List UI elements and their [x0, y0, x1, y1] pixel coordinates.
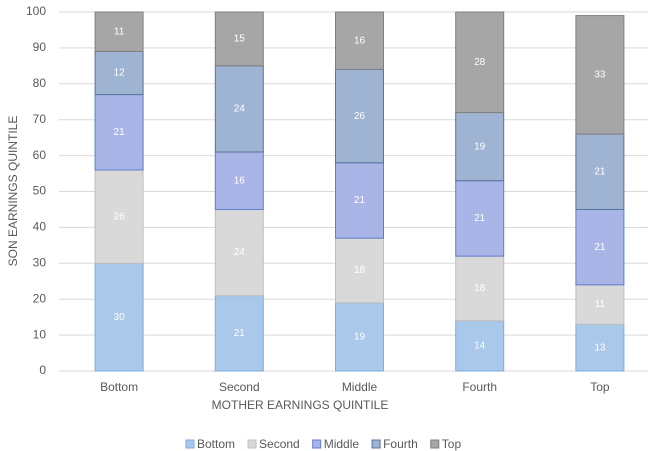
x-tick-label: Middle: [342, 380, 378, 394]
bar-segment: [94, 11, 144, 52]
legend-swatch: [371, 439, 381, 449]
bar-segment: [575, 133, 625, 210]
legend-swatch: [430, 439, 440, 449]
value-label: 16: [354, 35, 366, 46]
x-axis-title: MOTHER EARNINGS QUINTILE: [212, 398, 389, 412]
y-tick-label: 10: [33, 327, 47, 341]
legend-swatch: [312, 439, 322, 449]
y-tick-label: 90: [33, 40, 47, 54]
bar-segment: [94, 50, 144, 96]
x-tick-label: Bottom: [100, 380, 138, 394]
value-label: 21: [594, 166, 606, 177]
legend-label: Second: [259, 437, 300, 451]
legend-swatch: [247, 439, 257, 449]
value-label: 12: [114, 68, 126, 79]
bar-segment: [335, 237, 384, 304]
value-label: 11: [595, 299, 606, 310]
y-tick-label: 60: [33, 148, 47, 162]
value-label: 18: [474, 283, 486, 294]
legend-label: Middle: [324, 437, 360, 451]
value-label: 11: [114, 26, 125, 37]
value-label: 21: [114, 127, 126, 138]
bar-segment: [575, 15, 625, 135]
bar-segment: [575, 284, 625, 325]
value-label: 30: [114, 312, 126, 323]
value-label: 16: [234, 175, 246, 186]
y-tick-label: 20: [33, 291, 47, 305]
y-axis-title: SON EARNINGS QUINTILE: [6, 116, 20, 267]
legend-label: Fourth: [383, 437, 418, 451]
bar-segment: [94, 94, 144, 171]
bar-segment: [94, 262, 144, 372]
bar-segment: [214, 11, 264, 67]
value-label: 21: [594, 242, 606, 253]
value-label: 21: [234, 328, 246, 339]
bar-segment: [335, 162, 384, 239]
bar-segment: [214, 65, 264, 153]
value-label: 26: [354, 111, 366, 122]
x-tick-label: Fourth: [462, 380, 497, 394]
x-tick-label: Second: [219, 380, 260, 394]
value-label: 21: [354, 195, 366, 206]
legend-label: Bottom: [197, 437, 235, 451]
value-label: 19: [354, 332, 366, 343]
value-label: 13: [594, 342, 606, 353]
value-label: 15: [234, 34, 246, 45]
bar-segment: [335, 302, 384, 372]
y-tick-label: 80: [33, 76, 47, 90]
y-tick-label: 50: [33, 184, 47, 198]
value-label: 33: [594, 69, 606, 80]
bar-segment: [575, 208, 625, 286]
value-label: 28: [474, 57, 486, 68]
bar-segment: [455, 320, 505, 372]
bar-segment: [455, 180, 505, 257]
value-label: 19: [474, 141, 486, 152]
bar-segment: [94, 169, 144, 264]
y-tick-label: 70: [33, 112, 47, 126]
bar-segment: [455, 11, 505, 114]
legend-label: Top: [442, 437, 462, 451]
bar-segment: [335, 11, 384, 70]
y-tick-label: 40: [33, 220, 47, 234]
value-label: 24: [234, 104, 246, 115]
value-label: 21: [474, 213, 486, 224]
bar-segment: [455, 112, 505, 182]
value-label: 26: [114, 211, 126, 222]
x-tick-label: Top: [590, 380, 610, 394]
y-tick-label: 30: [33, 255, 47, 269]
value-label: 24: [234, 247, 246, 258]
value-label: 18: [354, 265, 366, 276]
legend-swatch: [185, 439, 195, 449]
value-label: 14: [474, 341, 486, 352]
y-tick-label: 100: [26, 4, 46, 18]
y-tick-label: 0: [39, 363, 46, 377]
